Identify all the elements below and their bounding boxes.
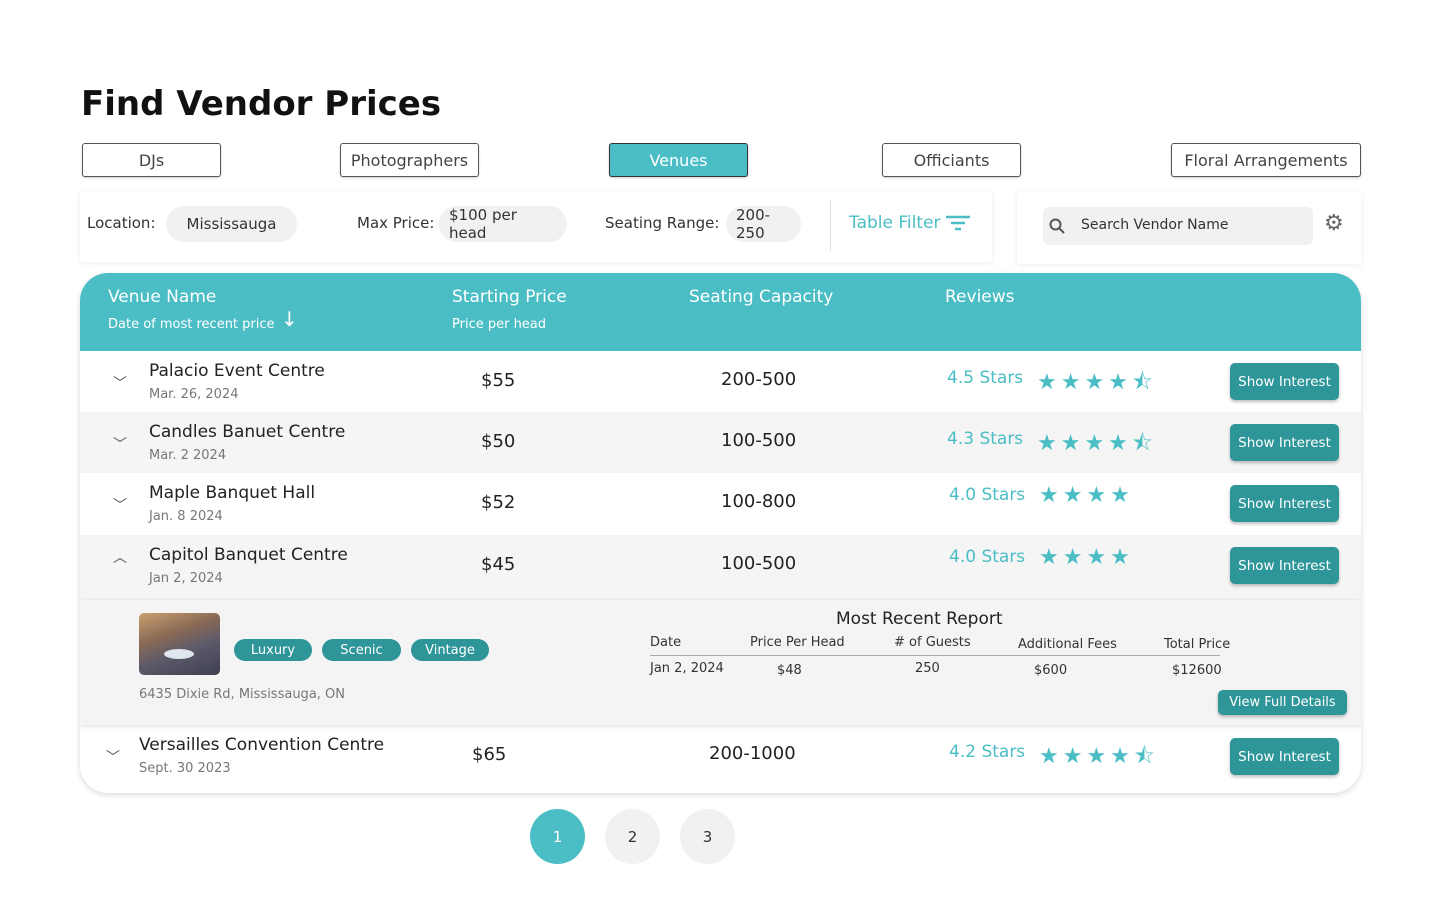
show-interest-button[interactable]: Show Interest: [1230, 363, 1339, 400]
seating-range-label: Seating Range:: [605, 214, 720, 232]
report-header-price: Price Per Head: [750, 635, 845, 650]
venue-name[interactable]: Palacio Event Centre: [149, 361, 325, 381]
star-rating-icon: ★★★★: [1039, 545, 1134, 570]
sort-arrow-down-icon[interactable]: ↓: [281, 307, 298, 331]
tag-vintage: Vintage: [411, 639, 489, 661]
table-filter-button[interactable]: Table Filter: [849, 213, 971, 233]
review-rating: 4.5 Stars: [947, 368, 1024, 388]
location-label: Location:: [87, 214, 156, 232]
header-venue-name[interactable]: Venue Name: [108, 287, 217, 307]
report-header-guests: # of Guests: [894, 635, 971, 650]
review-rating: 4.0 Stars: [949, 485, 1026, 505]
venue-date: Mar. 2 2024: [149, 448, 227, 463]
chevron-down-icon[interactable]: ﹀: [113, 437, 127, 453]
table-decor: [164, 649, 194, 659]
chevron-down-icon[interactable]: ﹀: [106, 750, 120, 766]
page-2-button[interactable]: 2: [605, 809, 660, 864]
venue-name[interactable]: Capitol Banquet Centre: [149, 545, 348, 565]
report-price: $48: [777, 663, 802, 678]
report-total: $12600: [1172, 663, 1222, 678]
page-3-button[interactable]: 3: [680, 809, 735, 864]
venue-date: Jan. 8 2024: [149, 509, 223, 524]
tab-photographers[interactable]: Photographers: [340, 143, 479, 177]
page-title: Find Vendor Prices: [81, 84, 442, 124]
tab-floral-arrangements[interactable]: Floral Arrangements: [1171, 143, 1361, 177]
show-interest-button[interactable]: Show Interest: [1230, 424, 1339, 461]
report-fees: $600: [1034, 663, 1068, 678]
header-price-sub: Price per head: [452, 317, 547, 332]
report-title: Most Recent Report: [836, 609, 1003, 629]
search-input[interactable]: Search Vendor Name: [1043, 207, 1313, 245]
max-price-label: Max Price:: [357, 214, 435, 232]
seating-capacity: 200-500: [721, 369, 797, 390]
seating-capacity: 100-800: [721, 491, 797, 512]
table-header: Venue Name Date of most recent price ↓ S…: [80, 273, 1361, 351]
starting-price: $50: [481, 431, 516, 452]
report-date: Jan 2, 2024: [650, 661, 724, 676]
tab-venues[interactable]: Venues: [609, 143, 748, 177]
filter-bar: Location: Mississauga Max Price: $100 pe…: [80, 191, 992, 262]
filter-icon: [946, 215, 971, 231]
starting-price: $45: [481, 554, 516, 575]
header-starting-price[interactable]: Starting Price: [452, 287, 567, 307]
tag-scenic: Scenic: [322, 639, 401, 661]
search-panel: Search Vendor Name ⚙: [1017, 191, 1361, 264]
tab-officiants[interactable]: Officiants: [882, 143, 1021, 177]
review-rating: 4.3 Stars: [947, 429, 1024, 449]
gear-icon[interactable]: ⚙: [1324, 211, 1344, 236]
starting-price: $52: [481, 492, 516, 513]
show-interest-button[interactable]: Show Interest: [1230, 485, 1339, 522]
star-rating-icon: ★★★★: [1039, 483, 1134, 508]
review-rating: 4.2 Stars: [949, 742, 1026, 762]
table-row[interactable]: ﹀ Maple Banquet Hall Jan. 8 2024 $52 100…: [80, 473, 1361, 535]
star-rating-icon: ★★★★⯪: [1039, 744, 1159, 769]
search-placeholder: Search Vendor Name: [1081, 217, 1229, 233]
table-row[interactable]: ﹀ Candles Banuet Centre Mar. 2 2024 $50 …: [80, 412, 1361, 473]
expanded-details: Luxury Scenic Vintage 6435 Dixie Rd, Mis…: [80, 600, 1361, 725]
starting-price: $65: [472, 744, 507, 765]
report-header-date: Date: [650, 635, 682, 650]
page-1-button[interactable]: 1: [530, 809, 585, 864]
report-header-total: Total Price: [1164, 637, 1231, 652]
venue-photo: [139, 613, 220, 675]
chevron-down-icon[interactable]: ﹀: [113, 376, 127, 392]
venue-name[interactable]: Versailles Convention Centre: [139, 735, 385, 755]
starting-price: $55: [481, 370, 516, 391]
vendor-table: Venue Name Date of most recent price ↓ S…: [80, 273, 1361, 793]
show-interest-button[interactable]: Show Interest: [1230, 738, 1339, 775]
table-row[interactable]: ︿ Capitol Banquet Centre Jan 2, 2024 $45…: [80, 535, 1361, 600]
table-row[interactable]: ﹀ Versailles Convention Centre Sept. 30 …: [80, 725, 1361, 793]
seating-capacity: 100-500: [721, 553, 797, 574]
star-rating-icon: ★★★★⯪: [1037, 370, 1157, 395]
venue-address: 6435 Dixie Rd, Mississauga, ON: [139, 687, 346, 702]
tag-luxury: Luxury: [234, 639, 312, 661]
review-rating: 4.0 Stars: [949, 547, 1026, 567]
header-reviews[interactable]: Reviews: [945, 287, 1015, 307]
seating-capacity: 200-1000: [709, 743, 796, 764]
seating-capacity: 100-500: [721, 430, 797, 451]
chevron-up-icon[interactable]: ︿: [113, 550, 127, 566]
header-date-sub: Date of most recent price: [108, 317, 275, 332]
max-price-filter[interactable]: $100 per head: [439, 206, 567, 242]
venue-date: Jan 2, 2024: [149, 571, 223, 586]
table-filter-label: Table Filter: [849, 213, 941, 233]
report-guests: 250: [915, 661, 940, 676]
show-interest-button[interactable]: Show Interest: [1230, 547, 1339, 584]
venue-date: Mar. 26, 2024: [149, 387, 239, 402]
report-header-fees: Additional Fees: [1018, 637, 1117, 652]
table-row[interactable]: ﹀ Palacio Event Centre Mar. 26, 2024 $55…: [80, 351, 1361, 412]
header-seating-capacity[interactable]: Seating Capacity: [689, 287, 834, 307]
tab-djs[interactable]: DJs: [82, 143, 221, 177]
report-divider: [650, 655, 1220, 656]
view-full-details-button[interactable]: View Full Details: [1218, 690, 1347, 715]
venue-name[interactable]: Candles Banuet Centre: [149, 422, 346, 442]
venue-name[interactable]: Maple Banquet Hall: [149, 483, 316, 503]
star-rating-icon: ★★★★⯪: [1037, 431, 1157, 456]
seating-range-filter[interactable]: 200-250: [726, 206, 801, 242]
search-icon: [1049, 218, 1065, 234]
divider: [830, 200, 831, 251]
venue-date: Sept. 30 2023: [139, 761, 231, 776]
chevron-down-icon[interactable]: ﹀: [113, 498, 127, 514]
location-filter[interactable]: Mississauga: [166, 206, 297, 242]
